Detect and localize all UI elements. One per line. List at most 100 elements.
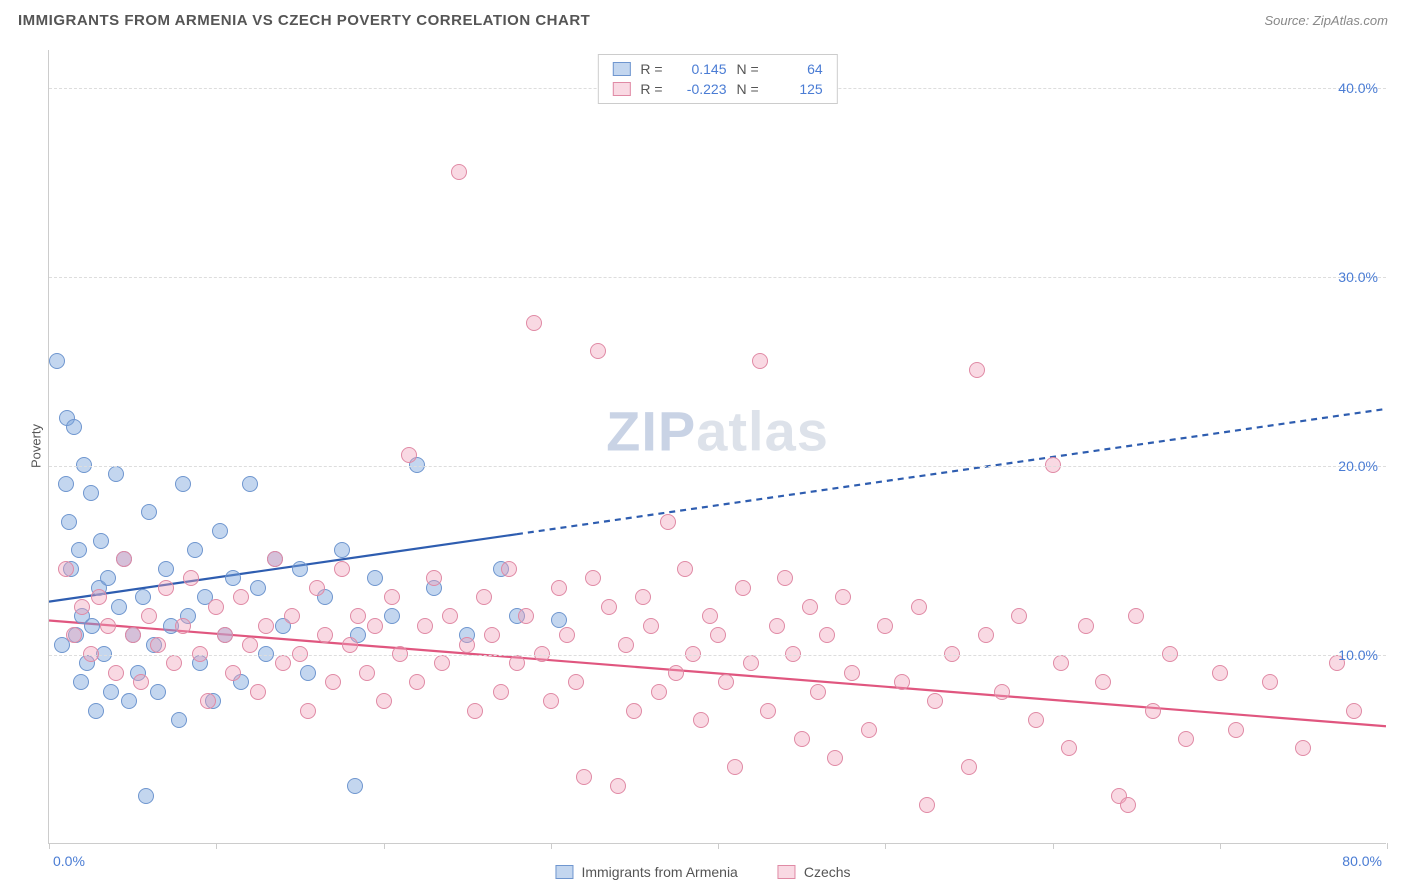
legend-swatch xyxy=(612,82,630,96)
scatter-point xyxy=(1061,740,1077,756)
scatter-points-layer xyxy=(49,50,1386,843)
scatter-point xyxy=(752,353,768,369)
scatter-point xyxy=(171,712,187,728)
gridline-horizontal xyxy=(49,655,1386,656)
scatter-point xyxy=(317,627,333,643)
scatter-point xyxy=(877,618,893,634)
scatter-point xyxy=(225,570,241,586)
scatter-point xyxy=(660,514,676,530)
scatter-point xyxy=(61,514,77,530)
scatter-point xyxy=(300,665,316,681)
scatter-point xyxy=(559,627,575,643)
series-legend-label: Czechs xyxy=(804,864,851,880)
scatter-point xyxy=(1028,712,1044,728)
scatter-point xyxy=(325,674,341,690)
scatter-point xyxy=(693,712,709,728)
stat-n-value: 64 xyxy=(769,61,823,77)
scatter-point xyxy=(116,551,132,567)
stats-legend-row: R =0.145N =64 xyxy=(612,59,822,79)
scatter-point xyxy=(367,618,383,634)
stat-n-label: N = xyxy=(737,81,759,97)
x-tick-mark xyxy=(1053,843,1054,849)
scatter-point xyxy=(735,580,751,596)
scatter-point xyxy=(827,750,843,766)
scatter-point xyxy=(668,665,684,681)
scatter-point xyxy=(359,665,375,681)
scatter-point xyxy=(518,608,534,624)
series-legend-item: Immigrants from Armenia xyxy=(555,864,737,880)
scatter-point xyxy=(794,731,810,747)
scatter-point xyxy=(212,523,228,539)
scatter-point xyxy=(150,637,166,653)
scatter-point xyxy=(125,627,141,643)
scatter-point xyxy=(1262,674,1278,690)
scatter-point xyxy=(334,561,350,577)
scatter-point xyxy=(651,684,667,700)
stat-r-value: 0.145 xyxy=(673,61,727,77)
scatter-point xyxy=(1228,722,1244,738)
scatter-point xyxy=(284,608,300,624)
scatter-point xyxy=(677,561,693,577)
scatter-point xyxy=(49,353,65,369)
scatter-point xyxy=(200,693,216,709)
y-tick-label: 20.0% xyxy=(1338,458,1378,474)
scatter-point xyxy=(242,637,258,653)
scatter-point xyxy=(135,589,151,605)
scatter-point xyxy=(111,599,127,615)
scatter-point xyxy=(1053,655,1069,671)
source-name: ZipAtlas.com xyxy=(1313,13,1388,28)
scatter-point xyxy=(626,703,642,719)
scatter-point xyxy=(376,693,392,709)
legend-swatch xyxy=(778,865,796,879)
scatter-point xyxy=(601,599,617,615)
stats-legend: R =0.145N =64R =-0.223N =125 xyxy=(597,54,837,104)
scatter-point xyxy=(1145,703,1161,719)
scatter-point xyxy=(969,362,985,378)
scatter-point xyxy=(426,570,442,586)
scatter-point xyxy=(409,674,425,690)
scatter-point xyxy=(643,618,659,634)
scatter-point xyxy=(442,608,458,624)
scatter-point xyxy=(727,759,743,775)
scatter-point xyxy=(760,703,776,719)
scatter-point xyxy=(384,608,400,624)
scatter-point xyxy=(978,627,994,643)
scatter-point xyxy=(334,542,350,558)
scatter-point xyxy=(242,476,258,492)
scatter-point xyxy=(417,618,433,634)
scatter-point xyxy=(1178,731,1194,747)
scatter-point xyxy=(819,627,835,643)
scatter-point xyxy=(802,599,818,615)
scatter-point xyxy=(158,580,174,596)
scatter-point xyxy=(526,315,542,331)
scatter-point xyxy=(835,589,851,605)
scatter-point xyxy=(568,674,584,690)
scatter-point xyxy=(384,589,400,605)
scatter-point xyxy=(551,580,567,596)
scatter-point xyxy=(74,599,90,615)
scatter-point xyxy=(100,570,116,586)
series-legend-label: Immigrants from Armenia xyxy=(581,864,737,880)
scatter-point xyxy=(543,693,559,709)
scatter-chart: ZIPatlas R =0.145N =64R =-0.223N =125 10… xyxy=(48,50,1386,844)
scatter-point xyxy=(1078,618,1094,634)
scatter-point xyxy=(217,627,233,643)
scatter-point xyxy=(401,447,417,463)
scatter-point xyxy=(777,570,793,586)
scatter-point xyxy=(585,570,601,586)
scatter-point xyxy=(292,561,308,577)
scatter-point xyxy=(1128,608,1144,624)
scatter-point xyxy=(166,655,182,671)
scatter-point xyxy=(702,608,718,624)
scatter-point xyxy=(83,485,99,501)
scatter-point xyxy=(994,684,1010,700)
scatter-point xyxy=(108,466,124,482)
scatter-point xyxy=(347,778,363,794)
scatter-point xyxy=(769,618,785,634)
scatter-point xyxy=(861,722,877,738)
scatter-point xyxy=(919,797,935,813)
scatter-point xyxy=(1011,608,1027,624)
x-tick-mark xyxy=(885,843,886,849)
scatter-point xyxy=(961,759,977,775)
scatter-point xyxy=(267,551,283,567)
